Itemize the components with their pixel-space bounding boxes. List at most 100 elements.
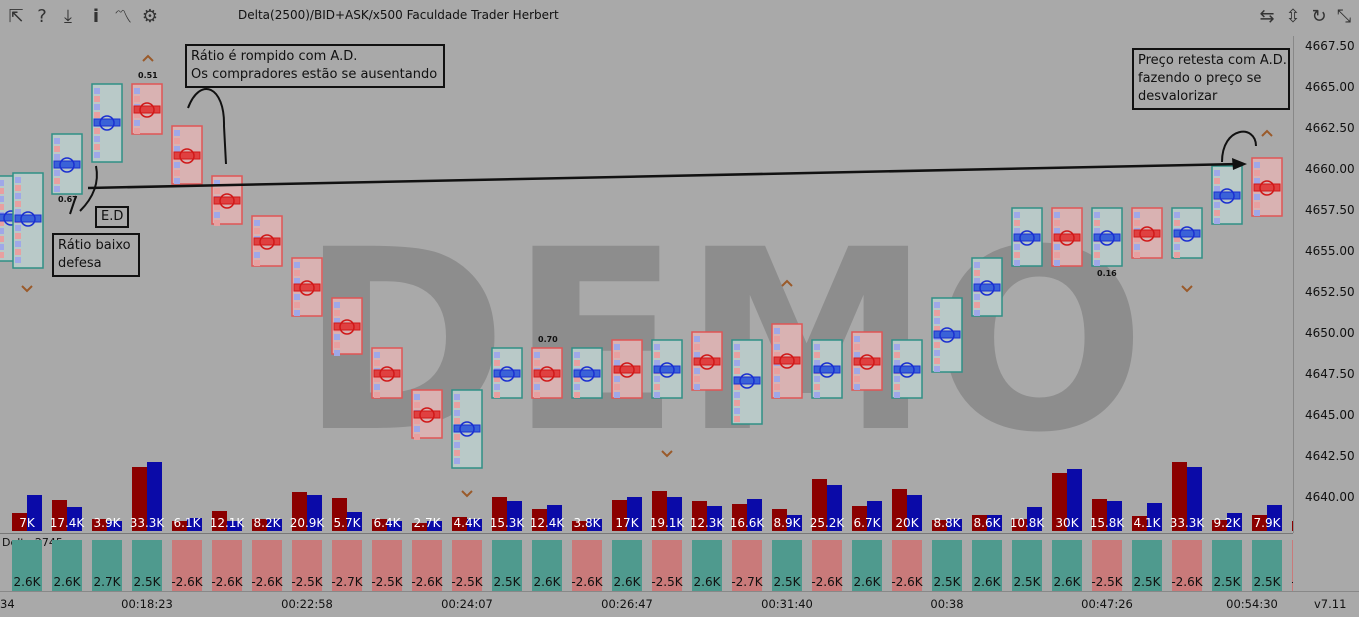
- footprint-cell: [1014, 220, 1020, 226]
- footprint-cell: [174, 138, 180, 144]
- imbalance-circle: [459, 421, 475, 437]
- volume-bar: [1252, 515, 1267, 531]
- delta-value: -2.6K: [811, 575, 843, 589]
- delta-value: 2.5K: [1254, 575, 1282, 589]
- volume-label: 8.8K: [934, 516, 962, 530]
- volume-label: 8.6K: [974, 516, 1002, 530]
- chart-line-icon[interactable]: 〽: [114, 7, 132, 28]
- toolbar: ⇱ ? ⤓ i 〽 ⚙ Delta(2500)/BID+ASK/x500 Fac…: [0, 0, 1359, 32]
- footprint-cell: [1254, 194, 1260, 200]
- price-label: 4642.50: [1305, 449, 1355, 463]
- imbalance-circle: [1019, 230, 1035, 246]
- footprint-cell: [774, 376, 780, 382]
- volume-bar: [852, 506, 867, 531]
- annotation-curve: [1221, 130, 1257, 163]
- delta-bar: [1252, 540, 1282, 592]
- footprint-cell: [94, 128, 100, 134]
- footprint-cell: [774, 368, 780, 374]
- footprint-cell: [654, 392, 660, 398]
- footprint-cell: [254, 260, 260, 266]
- delta-value: -2.6K: [211, 575, 243, 589]
- delta-bar: [892, 540, 922, 592]
- resize-icon[interactable]: ⤡: [1336, 5, 1352, 27]
- imbalance-circle: [1139, 226, 1155, 242]
- volume-bar: [12, 513, 27, 531]
- volume-bar: [667, 497, 682, 531]
- footprint-cell: [414, 418, 420, 424]
- delta-bar: [332, 540, 362, 592]
- footprint-cell: [1214, 186, 1220, 192]
- help-icon[interactable]: ?: [37, 5, 47, 27]
- delta-value: 2.6K: [974, 575, 1002, 589]
- delta-value: -2.7K: [731, 575, 763, 589]
- footprint-cell: [134, 112, 140, 118]
- footprint-cell: [1094, 228, 1100, 234]
- volume-bar: [812, 479, 827, 531]
- footprint-cell: [1094, 252, 1100, 258]
- imbalance-circle: [539, 366, 555, 382]
- volume-bar: [707, 506, 722, 531]
- time-label: 34: [0, 597, 15, 611]
- time-label: 00:26:47: [601, 597, 653, 611]
- footprint-cell: [1014, 228, 1020, 234]
- footprint-cell: [534, 352, 540, 358]
- footprint-cell: [534, 392, 540, 398]
- volume-bar: [1147, 503, 1162, 531]
- volume-bar: [507, 501, 522, 531]
- footprint-cell: [454, 394, 460, 400]
- volume-bar: [107, 521, 122, 531]
- swap-arrows-icon[interactable]: ⇆: [1259, 5, 1275, 27]
- footprint-cell: [15, 241, 21, 247]
- footprint-cell: [294, 294, 300, 300]
- footprint-cell: [814, 352, 820, 358]
- info-icon[interactable]: i: [92, 5, 100, 27]
- footprint-cell: [94, 136, 100, 142]
- direction-arrow-icon: [21, 285, 33, 293]
- volume-bar: [1187, 467, 1202, 531]
- footprint-cell: [214, 204, 220, 210]
- volume-label: 7K: [19, 516, 36, 530]
- footprint-cell: [1094, 260, 1100, 266]
- poc-bar: [733, 376, 761, 385]
- arrow-up-left-icon[interactable]: ⇱: [8, 5, 24, 27]
- volume-label: 12.3K: [690, 516, 726, 530]
- poc-bar: [693, 357, 721, 366]
- refresh-icon[interactable]: ↻: [1311, 5, 1327, 27]
- footprint-cell: [1014, 260, 1020, 266]
- footprint-cell: [134, 120, 140, 126]
- footprint-cell: [614, 352, 620, 358]
- footprint-cell: [454, 450, 460, 456]
- footprint-cell: [894, 360, 900, 366]
- volume-label: 20K: [895, 516, 919, 530]
- delta-bar: [532, 540, 562, 592]
- volume-label: 7.9K: [1254, 516, 1282, 530]
- delta-bar: [1092, 540, 1122, 592]
- volume-bar: [1067, 469, 1082, 531]
- footprint-cell: [734, 400, 740, 406]
- gear-icon[interactable]: ⚙: [141, 5, 159, 27]
- footprint-cell: [0, 180, 4, 186]
- footprint-cell: [694, 344, 700, 350]
- footprint-cell: [1254, 178, 1260, 184]
- volume-bar: [132, 467, 147, 531]
- footprint-cell: [774, 328, 780, 334]
- footprint-cell: [934, 310, 940, 316]
- footprint-cell: [15, 257, 21, 263]
- footprint-cell: [854, 376, 860, 382]
- footprint-chart[interactable]: DEMO 0.51 0.67 0.70 0.16 7K 17.4K 3.9K 33.3K 6.1…: [0, 36, 1293, 533]
- footprint-cell: [334, 350, 340, 356]
- footprint-cell: [94, 96, 100, 102]
- volume-bar: [227, 521, 242, 531]
- download-icon[interactable]: ⤓: [64, 5, 72, 27]
- volume-label: 12.4K: [530, 516, 566, 530]
- footprint-cell: [614, 392, 620, 398]
- price-axis[interactable]: 4667.50 4665.00 4662.50 4660.00 4657.50 4655.…: [1293, 36, 1359, 533]
- footprint-cell: [1054, 252, 1060, 258]
- volume-bar: [67, 507, 82, 531]
- direction-arrow-icon: [1181, 285, 1193, 293]
- fit-vertical-icon[interactable]: ⇳: [1285, 5, 1301, 27]
- direction-arrow-icon: [142, 54, 154, 62]
- volume-bar: [587, 519, 602, 531]
- footprint-cell: [934, 318, 940, 324]
- footprint-cell: [1174, 244, 1180, 250]
